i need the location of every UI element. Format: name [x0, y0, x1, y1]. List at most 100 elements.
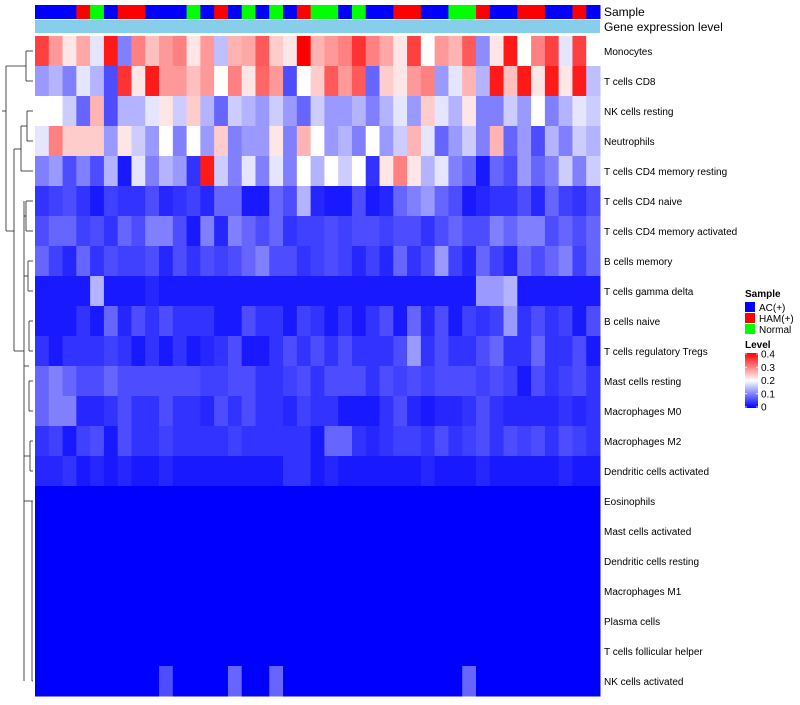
heatmap-cell	[338, 186, 353, 217]
heatmap-cell	[338, 456, 353, 487]
heatmap-cell	[269, 246, 284, 277]
heatmap-cell	[145, 96, 160, 127]
heatmap-cell	[503, 456, 518, 487]
heatmap-cell	[159, 66, 174, 97]
heatmap-cell	[558, 36, 573, 67]
heatmap-cell	[62, 456, 77, 487]
heatmap-cell	[544, 426, 560, 457]
heatmap-cell	[489, 486, 505, 517]
heatmap-cell	[296, 276, 312, 307]
heatmap-cell	[310, 456, 325, 487]
heatmap-cell	[62, 246, 77, 277]
heatmap-cell	[35, 456, 50, 487]
heatmap-cell	[103, 636, 119, 667]
heatmap-cell	[48, 516, 64, 547]
heatmap-cell	[117, 606, 132, 637]
heatmap-cell	[324, 606, 339, 637]
legend-level-title: Level	[745, 340, 771, 351]
heatmap-cell	[90, 366, 105, 397]
heatmap-cell	[586, 456, 601, 487]
heatmap-cell	[351, 366, 367, 397]
heatmap-cell	[338, 126, 353, 157]
heatmap-cell	[269, 396, 284, 427]
heatmap-cell	[393, 576, 408, 607]
heatmap-cell	[90, 276, 105, 307]
row-label: T cells CD4 memory activated	[604, 227, 737, 238]
heatmap-cell	[558, 516, 573, 547]
heatmap-cell	[48, 636, 64, 667]
heatmap-cell	[503, 576, 518, 607]
heatmap-cell	[103, 36, 119, 67]
heatmap-cell	[76, 576, 91, 607]
heatmap-cell	[434, 216, 449, 247]
heatmap-cell	[489, 366, 505, 397]
heatmap-cell	[103, 396, 119, 427]
heatmap-cell	[544, 216, 560, 247]
sample-annotation-cell	[434, 5, 449, 19]
heatmap-cell	[434, 66, 449, 97]
heatmap-cell	[241, 396, 256, 427]
heatmap-cell	[338, 156, 353, 187]
heatmap-cell	[62, 276, 77, 307]
heatmap-cell	[420, 336, 436, 367]
heatmap-cell	[186, 576, 201, 607]
heatmap-cell	[489, 396, 505, 427]
heatmap-cell	[186, 486, 201, 517]
heatmap-cell	[145, 336, 160, 367]
heatmap-cell	[544, 546, 560, 577]
heatmap-cell	[131, 396, 146, 427]
legend-sample-title: Sample	[745, 289, 781, 300]
heatmap-cell	[531, 456, 546, 487]
heatmap-cell	[448, 396, 463, 427]
heatmap-cell	[475, 666, 491, 697]
heatmap-cell	[241, 516, 256, 547]
heatmap-cell	[475, 156, 491, 187]
heatmap-cell	[227, 66, 243, 97]
sample-annotation-cell	[365, 5, 381, 19]
heatmap-cell	[489, 66, 505, 97]
heatmap-cell	[103, 516, 119, 547]
heatmap-cell	[475, 516, 491, 547]
heatmap-cell	[117, 456, 132, 487]
heatmap-cell	[172, 186, 188, 217]
heatmap-cell	[434, 126, 449, 157]
heatmap-cell	[448, 336, 463, 367]
heatmap-cell	[35, 306, 50, 337]
heatmap-cell	[407, 516, 422, 547]
heatmap-cell	[393, 126, 408, 157]
heatmap-cell	[241, 666, 256, 697]
heatmap-cell	[420, 126, 436, 157]
heatmap-cell	[227, 156, 243, 187]
heatmap-cell	[241, 126, 256, 157]
heatmap-cell	[103, 306, 119, 337]
heatmap-cell	[351, 456, 367, 487]
heatmap-cell	[365, 186, 381, 217]
heatmap-cell	[283, 156, 298, 187]
heatmap-cell	[517, 366, 532, 397]
heatmap-cell	[200, 516, 215, 547]
heatmap-cell	[517, 306, 532, 337]
heatmap-cell	[172, 426, 188, 457]
heatmap-cell	[186, 606, 201, 637]
heatmap-cell	[145, 516, 160, 547]
heatmap-cell	[227, 186, 243, 217]
heatmap-cell	[214, 186, 229, 217]
heatmap-cell	[227, 366, 243, 397]
heatmap-cell	[379, 336, 394, 367]
heatmap-cell	[489, 666, 505, 697]
heatmap-cell	[379, 96, 394, 127]
heatmap-cell	[365, 336, 381, 367]
heatmap-cell	[255, 456, 270, 487]
heatmap-cell	[434, 186, 449, 217]
heatmap-cell	[283, 336, 298, 367]
heatmap-cell	[586, 36, 601, 67]
heatmap-cell	[103, 456, 119, 487]
heatmap-cell	[324, 666, 339, 697]
heatmap-cell	[338, 516, 353, 547]
heatmap-cell	[200, 606, 215, 637]
heatmap-cell	[462, 96, 477, 127]
heatmap-cell	[420, 36, 436, 67]
heatmap-cell	[489, 636, 505, 667]
heatmap-cell	[503, 486, 518, 517]
heatmap-cell	[200, 246, 215, 277]
